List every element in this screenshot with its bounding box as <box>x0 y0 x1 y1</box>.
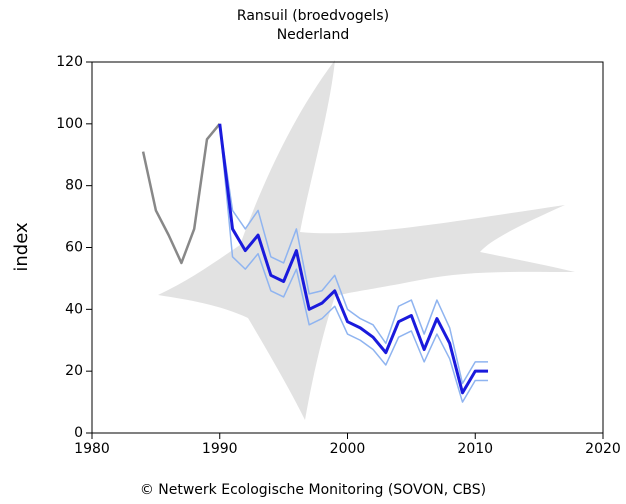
data-line <box>141 123 221 265</box>
y-axis-label: index <box>11 222 32 272</box>
data-line <box>218 123 489 395</box>
footer: © Netwerk Ecologische Monitoring (SOVON,… <box>140 482 486 498</box>
x-tick-label: 2000 <box>330 441 366 457</box>
data-line <box>219 123 489 403</box>
y-tick-label: 40 <box>65 301 83 317</box>
x-tick-label: 2020 <box>585 441 621 457</box>
y-tick-label: 0 <box>74 425 83 441</box>
chart-subtitle: Nederland <box>277 27 350 43</box>
chart-title: Ransuil (broedvogels) <box>237 8 389 24</box>
x-tick-label: 1980 <box>74 441 110 457</box>
swallow-silhouette <box>158 60 575 420</box>
x-tick-label: 1990 <box>202 441 238 457</box>
y-tick-label: 80 <box>65 178 83 194</box>
y-tick-label: 100 <box>56 116 83 132</box>
y-tick-label: 120 <box>56 54 83 70</box>
y-tick-label: 20 <box>65 363 83 379</box>
y-tick-label: 60 <box>65 240 83 256</box>
x-tick-label: 2010 <box>457 441 493 457</box>
data-line <box>219 123 489 385</box>
